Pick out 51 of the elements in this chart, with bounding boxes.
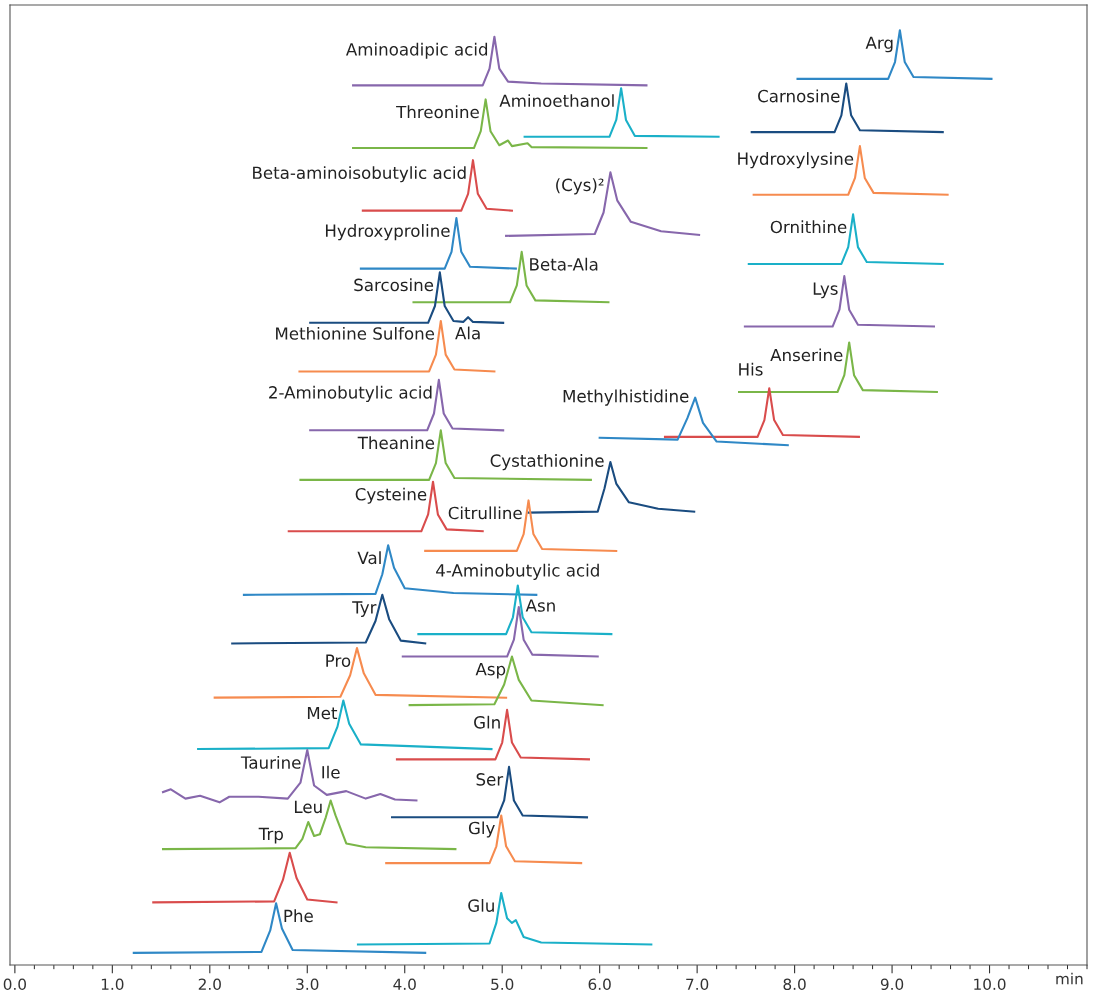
series-label: Carnosine xyxy=(758,89,840,103)
series-label: Tyr xyxy=(352,601,377,617)
series-label: Hydroxylysine xyxy=(738,152,854,169)
series-label: 4-Aminobutylic acid xyxy=(436,563,599,580)
annotation: Leu xyxy=(294,800,322,814)
series-label: Lys xyxy=(813,282,838,299)
series-label: Beta-Ala xyxy=(530,257,598,271)
series-label: Citrulline xyxy=(448,506,522,520)
x-tick-label: 0.0 xyxy=(3,978,27,991)
x-tick-label: 5.0 xyxy=(491,978,514,991)
series-label: Gly xyxy=(468,821,495,838)
x-tick-label: 8.0 xyxy=(783,978,806,991)
x-tick-label: 7.0 xyxy=(686,978,709,991)
series-label: Hydroxyproline xyxy=(325,224,450,241)
series-label: Asp xyxy=(475,663,506,679)
annotation: Ala xyxy=(455,326,480,340)
series-label: Aminoadipic acid xyxy=(345,42,488,59)
series-label: Ser xyxy=(476,773,504,786)
series-label: Taurine xyxy=(240,755,301,769)
series-label: Aminoethanol xyxy=(499,94,614,108)
x-tick-label: 9.0 xyxy=(880,978,904,991)
x-tick-label: 2.0 xyxy=(198,978,221,991)
annotation: Ile xyxy=(322,765,340,779)
x-tick-label: 1.0 xyxy=(101,978,124,991)
x-tick-label: 10.0 xyxy=(974,978,1006,991)
series-label: Phe xyxy=(284,909,313,923)
x-tick-label: 6.0 xyxy=(588,978,611,991)
x-tick-label: 3.0 xyxy=(296,978,319,991)
series-label: Val xyxy=(357,551,381,565)
series-label: Gln xyxy=(474,715,500,729)
series-label: Anserine xyxy=(770,348,843,362)
series-label: Asn xyxy=(525,599,555,612)
series-label: Cysteine xyxy=(355,487,427,504)
series-label: Methionine Sulfone xyxy=(276,326,435,340)
series-label: Pro xyxy=(326,654,351,667)
series-label: Cystathionine xyxy=(490,454,604,471)
series-label: Methylhistidine xyxy=(563,389,689,406)
series-label: Beta-aminoisobutylic acid xyxy=(253,166,466,183)
series-label: Glu xyxy=(468,898,494,912)
series-label: (Cys)² xyxy=(556,178,604,195)
x-tick-label: 4.0 xyxy=(393,978,416,991)
series-label: His xyxy=(739,362,763,376)
series-label: Sarcosine xyxy=(354,278,434,292)
series-label: Theanine xyxy=(357,436,435,450)
x-axis-title: min xyxy=(1056,972,1083,985)
series-label: Threonine xyxy=(396,105,479,119)
series-label: Ornithine xyxy=(770,220,847,234)
series-label: 2-Aminobutylic acid xyxy=(269,385,432,402)
series-label: Met xyxy=(307,706,338,720)
series-label: Arg xyxy=(865,36,893,53)
series-label: Trp xyxy=(258,827,283,844)
